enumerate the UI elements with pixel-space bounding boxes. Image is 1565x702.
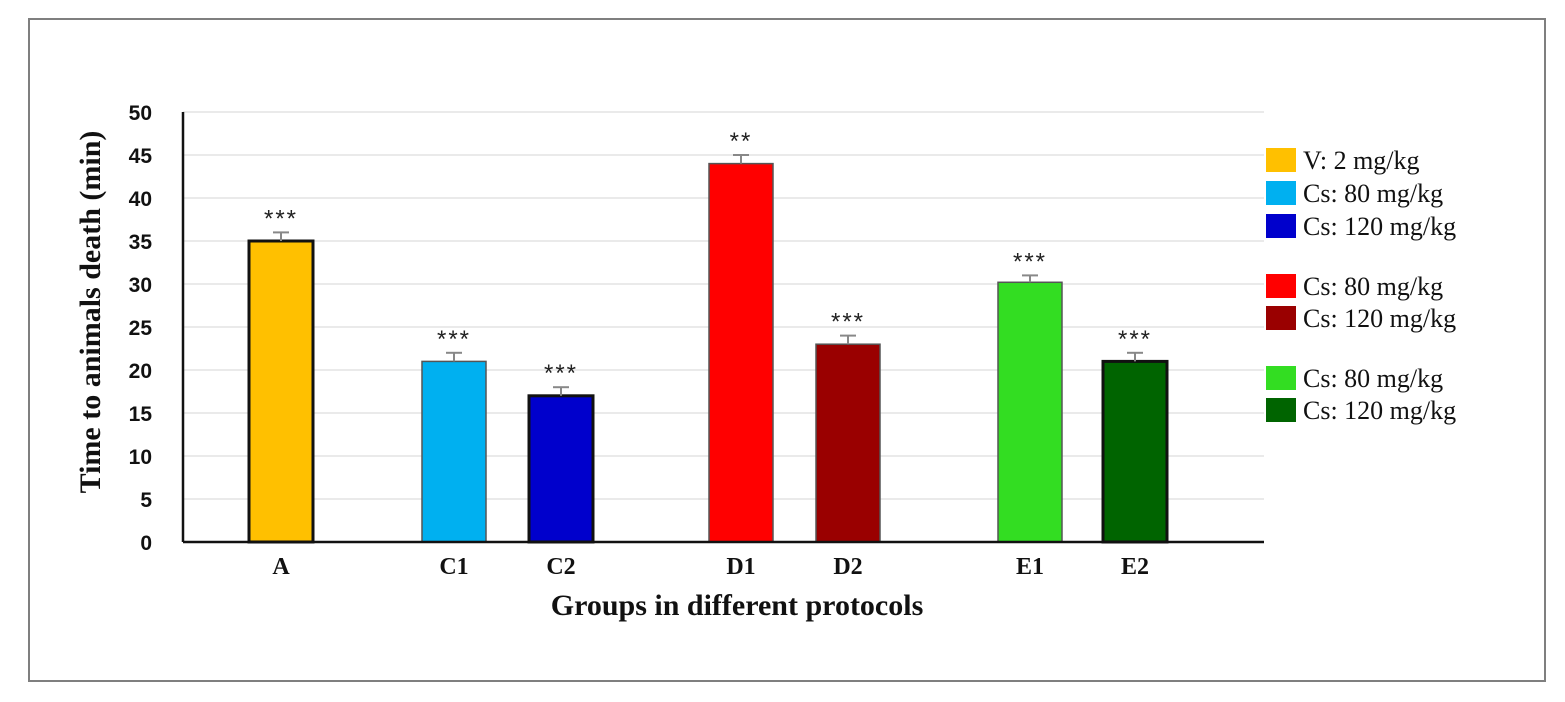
- legend-label: Cs: 80 mg/kg: [1303, 272, 1443, 301]
- y-axis-title: Time to animals death (min): [74, 131, 107, 494]
- x-tick-label: E2: [1121, 554, 1149, 580]
- x-axis-ticks: A C1 C2 D1 D2 E1 E2: [272, 554, 1149, 580]
- bar-D2: [815, 343, 881, 543]
- y-tick-label: 20: [129, 360, 152, 383]
- legend-swatch: [1266, 148, 1296, 172]
- y-tick-label: 30: [129, 274, 152, 297]
- bars: ********************: [247, 128, 1169, 544]
- y-tick-label: 35: [129, 231, 153, 254]
- legend-label: Cs: 120 mg/kg: [1303, 212, 1456, 241]
- legend: V: 2 mg/kg Cs: 80 mg/kg Cs: 120 mg/kg Cs: 8…: [1266, 146, 1456, 425]
- x-tick-label: D2: [833, 554, 862, 580]
- bar-C1: [421, 360, 487, 543]
- legend-label: Cs: 120 mg/kg: [1303, 304, 1456, 333]
- legend-swatch: [1266, 306, 1296, 330]
- x-tick-label: C2: [546, 554, 575, 580]
- y-axis-ticks: 0 5 10 15 20 25 30 35 40 45 50: [129, 102, 153, 555]
- y-tick-label: 50: [129, 102, 152, 125]
- x-axis-title: Groups in different protocols: [551, 589, 924, 622]
- legend-label: Cs: 80 mg/kg: [1303, 179, 1443, 208]
- gridlines: [183, 111, 1264, 500]
- significance-label: **: [730, 128, 753, 155]
- legend-swatch: [1266, 181, 1296, 205]
- significance-label: ***: [437, 326, 471, 353]
- x-tick-label: A: [272, 554, 290, 580]
- significance-label: ***: [1013, 248, 1047, 275]
- y-tick-label: 40: [129, 188, 152, 211]
- significance-label: ***: [1118, 326, 1152, 353]
- legend-swatch: [1266, 214, 1296, 238]
- y-tick-label: 25: [129, 317, 153, 340]
- legend-swatch: [1266, 274, 1296, 298]
- y-tick-label: 15: [129, 403, 153, 426]
- legend-label: Cs: 80 mg/kg: [1303, 364, 1443, 393]
- y-tick-label: 45: [129, 145, 153, 168]
- significance-label: ***: [831, 309, 865, 336]
- bar-C2: [527, 394, 595, 544]
- legend-label: V: 2 mg/kg: [1303, 146, 1420, 175]
- bar-E1: [997, 281, 1063, 543]
- y-tick-label: 10: [129, 446, 152, 469]
- significance-label: ***: [264, 205, 298, 232]
- bar-D1: [708, 162, 774, 543]
- x-tick-label: C1: [439, 554, 468, 580]
- x-tick-label: E1: [1016, 554, 1044, 580]
- axes: [181, 112, 1264, 544]
- bar-A: [247, 239, 315, 544]
- legend-swatch: [1266, 398, 1296, 422]
- y-tick-label: 5: [140, 489, 152, 512]
- y-tick-label: 0: [140, 532, 152, 555]
- chart-frame: [28, 18, 1546, 682]
- significance-label: ***: [544, 360, 578, 387]
- x-tick-label: D1: [726, 554, 755, 580]
- legend-swatch: [1266, 366, 1296, 390]
- bar-E2: [1101, 359, 1169, 544]
- legend-label: Cs: 120 mg/kg: [1303, 396, 1456, 425]
